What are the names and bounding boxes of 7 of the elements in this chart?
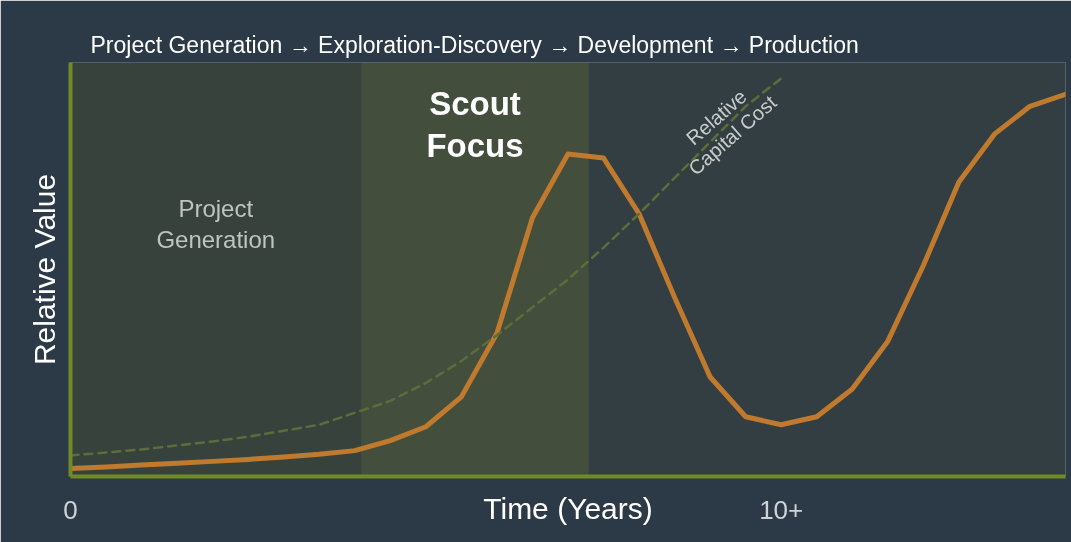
annotation: Scout Focus xyxy=(426,84,524,165)
x-tick-label: 10+ xyxy=(759,494,804,525)
x-axis-title: Time (Years) xyxy=(483,491,653,525)
x-tick-label: 0 xyxy=(63,494,78,525)
y-axis-title: Relative Value xyxy=(27,173,61,366)
annotation: Project Generation xyxy=(156,194,276,253)
chart-title: Project Generation → Exploration-Discovery → Development → Production xyxy=(90,31,859,58)
